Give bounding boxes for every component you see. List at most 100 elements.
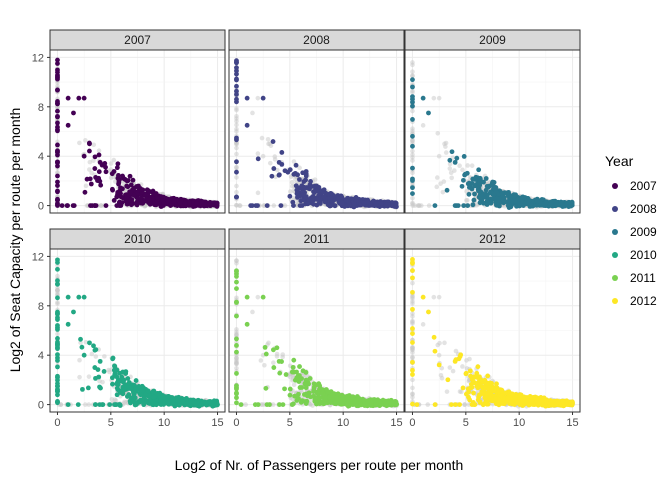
data-point [410,117,415,122]
data-point [55,400,60,406]
data-point [103,169,109,175]
data-point [71,110,76,116]
data-point [64,203,70,208]
background-point [234,126,239,132]
data-point [270,139,276,144]
data-point [490,179,496,185]
data-point [384,202,389,208]
data-point [139,383,145,389]
data-point [292,170,298,176]
data-point [65,95,71,101]
data-point [133,385,139,391]
background-point [272,157,278,162]
data-point [234,83,239,89]
data-point [525,200,531,206]
year-points-2007 [55,57,220,209]
data-point [132,395,138,401]
background-point [436,153,442,159]
background-point [111,157,117,163]
data-point [234,92,239,97]
data-point [112,402,117,407]
data-point [129,202,134,208]
data-point [488,199,494,205]
data-point [321,194,327,200]
data-point [59,203,65,208]
data-point [81,153,87,159]
data-point [55,75,60,81]
data-point [87,176,93,182]
data-point [190,399,196,404]
data-point [508,204,514,210]
background-point [55,300,60,305]
data-point [512,194,517,200]
data-point [110,355,116,361]
y-tick-label: 8 [38,301,44,313]
data-point [115,387,121,393]
data-point [138,392,143,398]
data-point [114,165,120,171]
background-point [82,402,88,407]
background-point [452,168,457,173]
background-point [77,357,82,363]
y-tick-label: 4 [38,151,44,163]
data-point [485,184,491,190]
data-point [444,187,450,193]
background-point [271,203,277,208]
facet-strip-label: 2011 [304,232,330,246]
background-point [410,195,415,201]
data-point [85,385,91,391]
data-point [130,177,136,183]
data-point [303,171,309,177]
y-tick-label: 0 [38,400,44,412]
background-point [86,374,92,379]
data-point [124,201,130,207]
data-point [55,336,60,341]
data-point [55,197,60,203]
background-point [107,369,112,375]
data-point [55,323,60,328]
data-point [55,61,60,66]
data-point [194,200,199,206]
data-point [410,176,415,182]
data-point [146,197,152,202]
data-point [116,203,122,208]
data-point [410,77,415,83]
background-point [420,123,426,128]
background-point [293,176,298,182]
data-point [115,161,121,167]
data-point [81,352,87,358]
background-point [434,175,440,180]
data-point [118,194,124,200]
data-point [465,203,471,208]
background-point [410,170,415,176]
data-point [125,178,131,183]
data-point [469,186,475,192]
data-point [155,196,161,202]
data-point [278,203,284,208]
background-point [84,203,90,208]
data-point [117,402,123,407]
data-point [204,400,210,406]
data-point [410,133,415,139]
background-point [436,95,442,101]
data-point [75,402,81,407]
data-point [297,177,302,182]
data-point [311,201,317,207]
data-point [378,201,384,206]
background-point [97,378,102,384]
facet-panel-2008: 2008 [228,29,405,214]
data-point [311,189,317,195]
background-point [255,190,261,196]
facet-strip-label: 2009 [479,33,506,47]
data-point [260,95,266,101]
data-point [420,95,426,101]
data-point [55,189,60,195]
data-point [499,190,505,196]
data-point [71,309,76,315]
data-point [447,157,453,163]
data-point [93,402,98,407]
data-point [373,201,379,206]
data-point [55,266,60,272]
data-point [55,148,60,154]
data-point [339,200,345,206]
